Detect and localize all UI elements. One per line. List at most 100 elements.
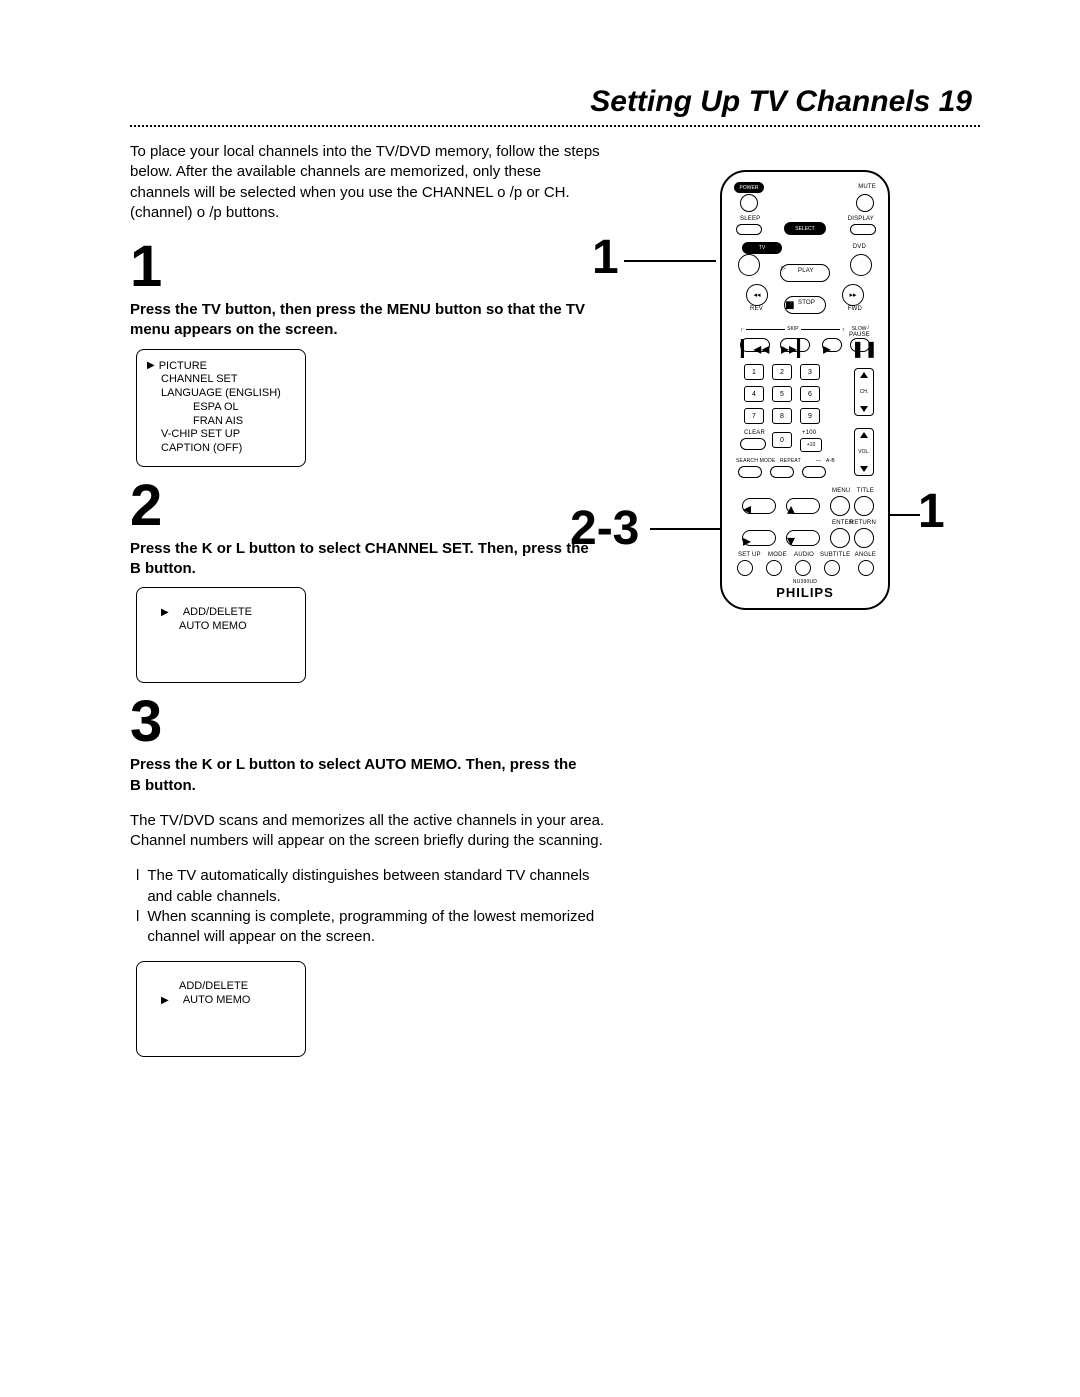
menu-arrow-icon: ▶ xyxy=(161,607,169,620)
menu-item: ADD/DELETE xyxy=(179,980,248,994)
vol-label: VOL. xyxy=(858,449,869,455)
remote-control: POWER MUTE SLEEP SELECT DISPLAY TV DVD ▷… xyxy=(720,170,890,610)
stop-label: STOP xyxy=(798,300,815,306)
num-1-button[interactable]: 1 xyxy=(744,364,764,380)
power-round-button[interactable] xyxy=(740,194,758,212)
callout-line xyxy=(890,514,920,516)
skip-label: SKIP xyxy=(787,326,798,332)
num-3-button[interactable]: 3 xyxy=(800,364,820,380)
num-4-button[interactable]: 4 xyxy=(744,386,764,402)
num-5-button[interactable]: 5 xyxy=(772,386,792,402)
menu-item: CHANNEL SET xyxy=(161,373,238,387)
callout-1-right: 1 xyxy=(918,488,945,536)
angle-label: ANGLE xyxy=(855,552,876,558)
setup-button[interactable] xyxy=(737,560,753,576)
menu-item: FRAN AIS xyxy=(193,415,243,429)
step-3-bullet: lThe TV automatically distinguishes betw… xyxy=(136,866,616,907)
title-button[interactable] xyxy=(854,496,874,516)
ch-down-icon xyxy=(860,406,868,412)
menu-label: MENU xyxy=(832,488,850,494)
power-button[interactable]: POWER xyxy=(734,182,764,193)
intro-paragraph: To place your local channels into the TV… xyxy=(130,142,600,223)
ab-button[interactable] xyxy=(802,466,826,478)
menu-item: AUTO MEMO xyxy=(179,620,247,634)
channel-buttons[interactable]: CH. xyxy=(854,368,874,416)
subtitle-button[interactable] xyxy=(824,560,840,576)
callout-1-top: 1 xyxy=(592,234,619,282)
pause-button[interactable]: ❚❚ xyxy=(850,338,870,352)
vol-down-icon xyxy=(860,466,868,472)
num-9-button[interactable]: 9 xyxy=(800,408,820,424)
nav-right-button[interactable]: ▸ xyxy=(742,530,776,546)
clear-button[interactable] xyxy=(740,438,766,450)
menu-item: PICTURE xyxy=(159,360,207,374)
step-3-bullet: lWhen scanning is complete, programming … xyxy=(136,907,616,948)
num-0-button[interactable]: 0 xyxy=(772,432,792,448)
angle-button[interactable] xyxy=(858,560,874,576)
display-button[interactable] xyxy=(850,224,876,235)
select-button[interactable]: SELECT xyxy=(784,222,826,235)
rev-label: REV xyxy=(750,306,763,312)
menu-item: ADD/DELETE xyxy=(183,606,252,620)
play-label: PLAY xyxy=(798,268,814,274)
plus10-button[interactable]: +10 xyxy=(800,438,822,452)
fwd-label: FWD xyxy=(848,306,862,312)
manual-page: Setting Up TV Channels 19 To place your … xyxy=(0,0,1080,1397)
ch-up-icon xyxy=(860,372,868,378)
skip-fwd-button[interactable]: ▸▸▎ xyxy=(780,338,810,352)
subtitle-label: SUBTITLE xyxy=(820,552,850,558)
return-button[interactable] xyxy=(854,528,874,548)
enter-button[interactable] xyxy=(830,528,850,548)
display-label: DISPLAY xyxy=(848,216,874,222)
setup-label: SET UP xyxy=(738,552,761,558)
repeat-button[interactable] xyxy=(770,466,794,478)
step-2-head: Press the K or L button to select CHANNE… xyxy=(130,539,590,580)
dvd-button[interactable] xyxy=(850,254,872,276)
mode-button[interactable] xyxy=(766,560,782,576)
mute-label: MUTE xyxy=(858,184,876,190)
menu-arrow-icon: ▶ xyxy=(161,995,169,1008)
num-2-button[interactable]: 2 xyxy=(772,364,792,380)
menu-item: LANGUAGE (ENGLISH) xyxy=(161,387,281,401)
nav-up-button[interactable]: ▴ xyxy=(786,498,820,514)
bullet-icon: l xyxy=(136,907,139,948)
return-label: RETURN xyxy=(850,520,876,526)
mute-button[interactable] xyxy=(856,194,874,212)
search-label: SEARCH MODE xyxy=(736,458,775,464)
audio-button[interactable] xyxy=(795,560,811,576)
step-3-body: The TV/DVD scans and memorizes all the a… xyxy=(130,811,610,852)
num-7-button[interactable]: 7 xyxy=(744,408,764,424)
ab-label: A-B xyxy=(826,458,835,464)
slow-button[interactable]: ▸ xyxy=(822,338,842,352)
mode-label: MODE xyxy=(768,552,787,558)
dvd-label: DVD xyxy=(853,244,866,250)
num-8-button[interactable]: 8 xyxy=(772,408,792,424)
sleep-button[interactable] xyxy=(736,224,762,235)
repeat-label: REPEAT xyxy=(780,458,801,464)
rev-button[interactable]: ◂◂ xyxy=(746,284,768,306)
step-3-menu: ADD/DELETE ▶ AUTO MEMO xyxy=(136,961,306,1057)
menu-item: AUTO MEMO xyxy=(183,994,251,1008)
audio-label: AUDIO xyxy=(794,552,814,558)
title-label: TITLE xyxy=(857,488,874,494)
ch-label: CH. xyxy=(860,389,869,395)
step-3-head: Press the K or L button to select AUTO M… xyxy=(130,755,590,796)
menu-button[interactable] xyxy=(830,496,850,516)
fwd-button[interactable]: ▸▸ xyxy=(842,284,864,306)
skip-back-button[interactable]: ▎◂◂ xyxy=(740,338,770,352)
num-6-button[interactable]: 6 xyxy=(800,386,820,402)
remote-diagram: 1 2-3 1 POWER MUTE SLEEP SELECT DISPLAY … xyxy=(630,170,970,670)
nav-left-button[interactable]: ◂ xyxy=(742,498,776,514)
nav-down-button[interactable]: ▾ xyxy=(786,530,820,546)
callout-2-3: 2-3 xyxy=(570,505,639,553)
bullet-text: The TV automatically distinguishes betwe… xyxy=(147,866,616,907)
bullet-icon: l xyxy=(136,866,139,907)
tv-button[interactable] xyxy=(738,254,760,276)
bullet-text: When scanning is complete, programming o… xyxy=(147,907,616,948)
volume-buttons[interactable]: VOL. xyxy=(854,428,874,476)
title-rule xyxy=(130,125,980,127)
menu-item: ESPA OL xyxy=(193,401,239,415)
search-button[interactable] xyxy=(738,466,762,478)
title-text: Setting Up TV Channels xyxy=(590,85,930,118)
page-title: Setting Up TV Channels 19 xyxy=(130,85,980,119)
